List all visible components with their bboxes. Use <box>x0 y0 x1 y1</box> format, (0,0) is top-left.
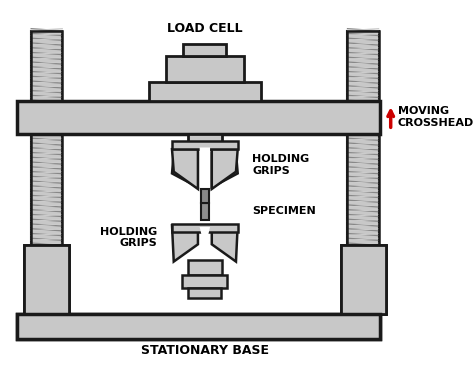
Polygon shape <box>172 149 198 189</box>
Bar <box>149 82 261 101</box>
Polygon shape <box>200 147 210 196</box>
Bar <box>188 260 222 276</box>
Text: STATIONARY BASE: STATIONARY BASE <box>141 344 269 357</box>
Bar <box>182 276 228 288</box>
Bar <box>172 141 237 149</box>
Polygon shape <box>172 225 198 262</box>
Bar <box>340 245 385 314</box>
Bar <box>17 314 380 338</box>
Text: SPECIMEN: SPECIMEN <box>252 207 316 216</box>
Bar <box>172 224 237 232</box>
Text: LOAD CELL: LOAD CELL <box>167 22 243 35</box>
Text: HOLDING
GRIPS: HOLDING GRIPS <box>252 154 310 175</box>
Polygon shape <box>212 149 237 189</box>
Text: MOVING
CROSSHEAD: MOVING CROSSHEAD <box>398 106 474 128</box>
Polygon shape <box>172 153 198 187</box>
Polygon shape <box>212 225 237 262</box>
Text: HOLDING
GRIPS: HOLDING GRIPS <box>100 227 157 248</box>
Bar <box>17 314 380 338</box>
Bar <box>31 31 62 245</box>
Bar <box>189 288 221 298</box>
Bar <box>166 56 244 82</box>
Polygon shape <box>200 227 210 249</box>
Bar <box>31 31 62 245</box>
Bar <box>201 203 209 220</box>
Bar <box>183 44 227 56</box>
Bar <box>347 31 379 245</box>
Polygon shape <box>212 153 237 187</box>
Bar <box>201 189 209 203</box>
Bar <box>188 134 222 149</box>
Bar <box>347 31 379 245</box>
Bar <box>24 245 69 314</box>
Bar <box>340 245 385 314</box>
Bar <box>24 245 69 314</box>
Bar <box>17 101 380 134</box>
